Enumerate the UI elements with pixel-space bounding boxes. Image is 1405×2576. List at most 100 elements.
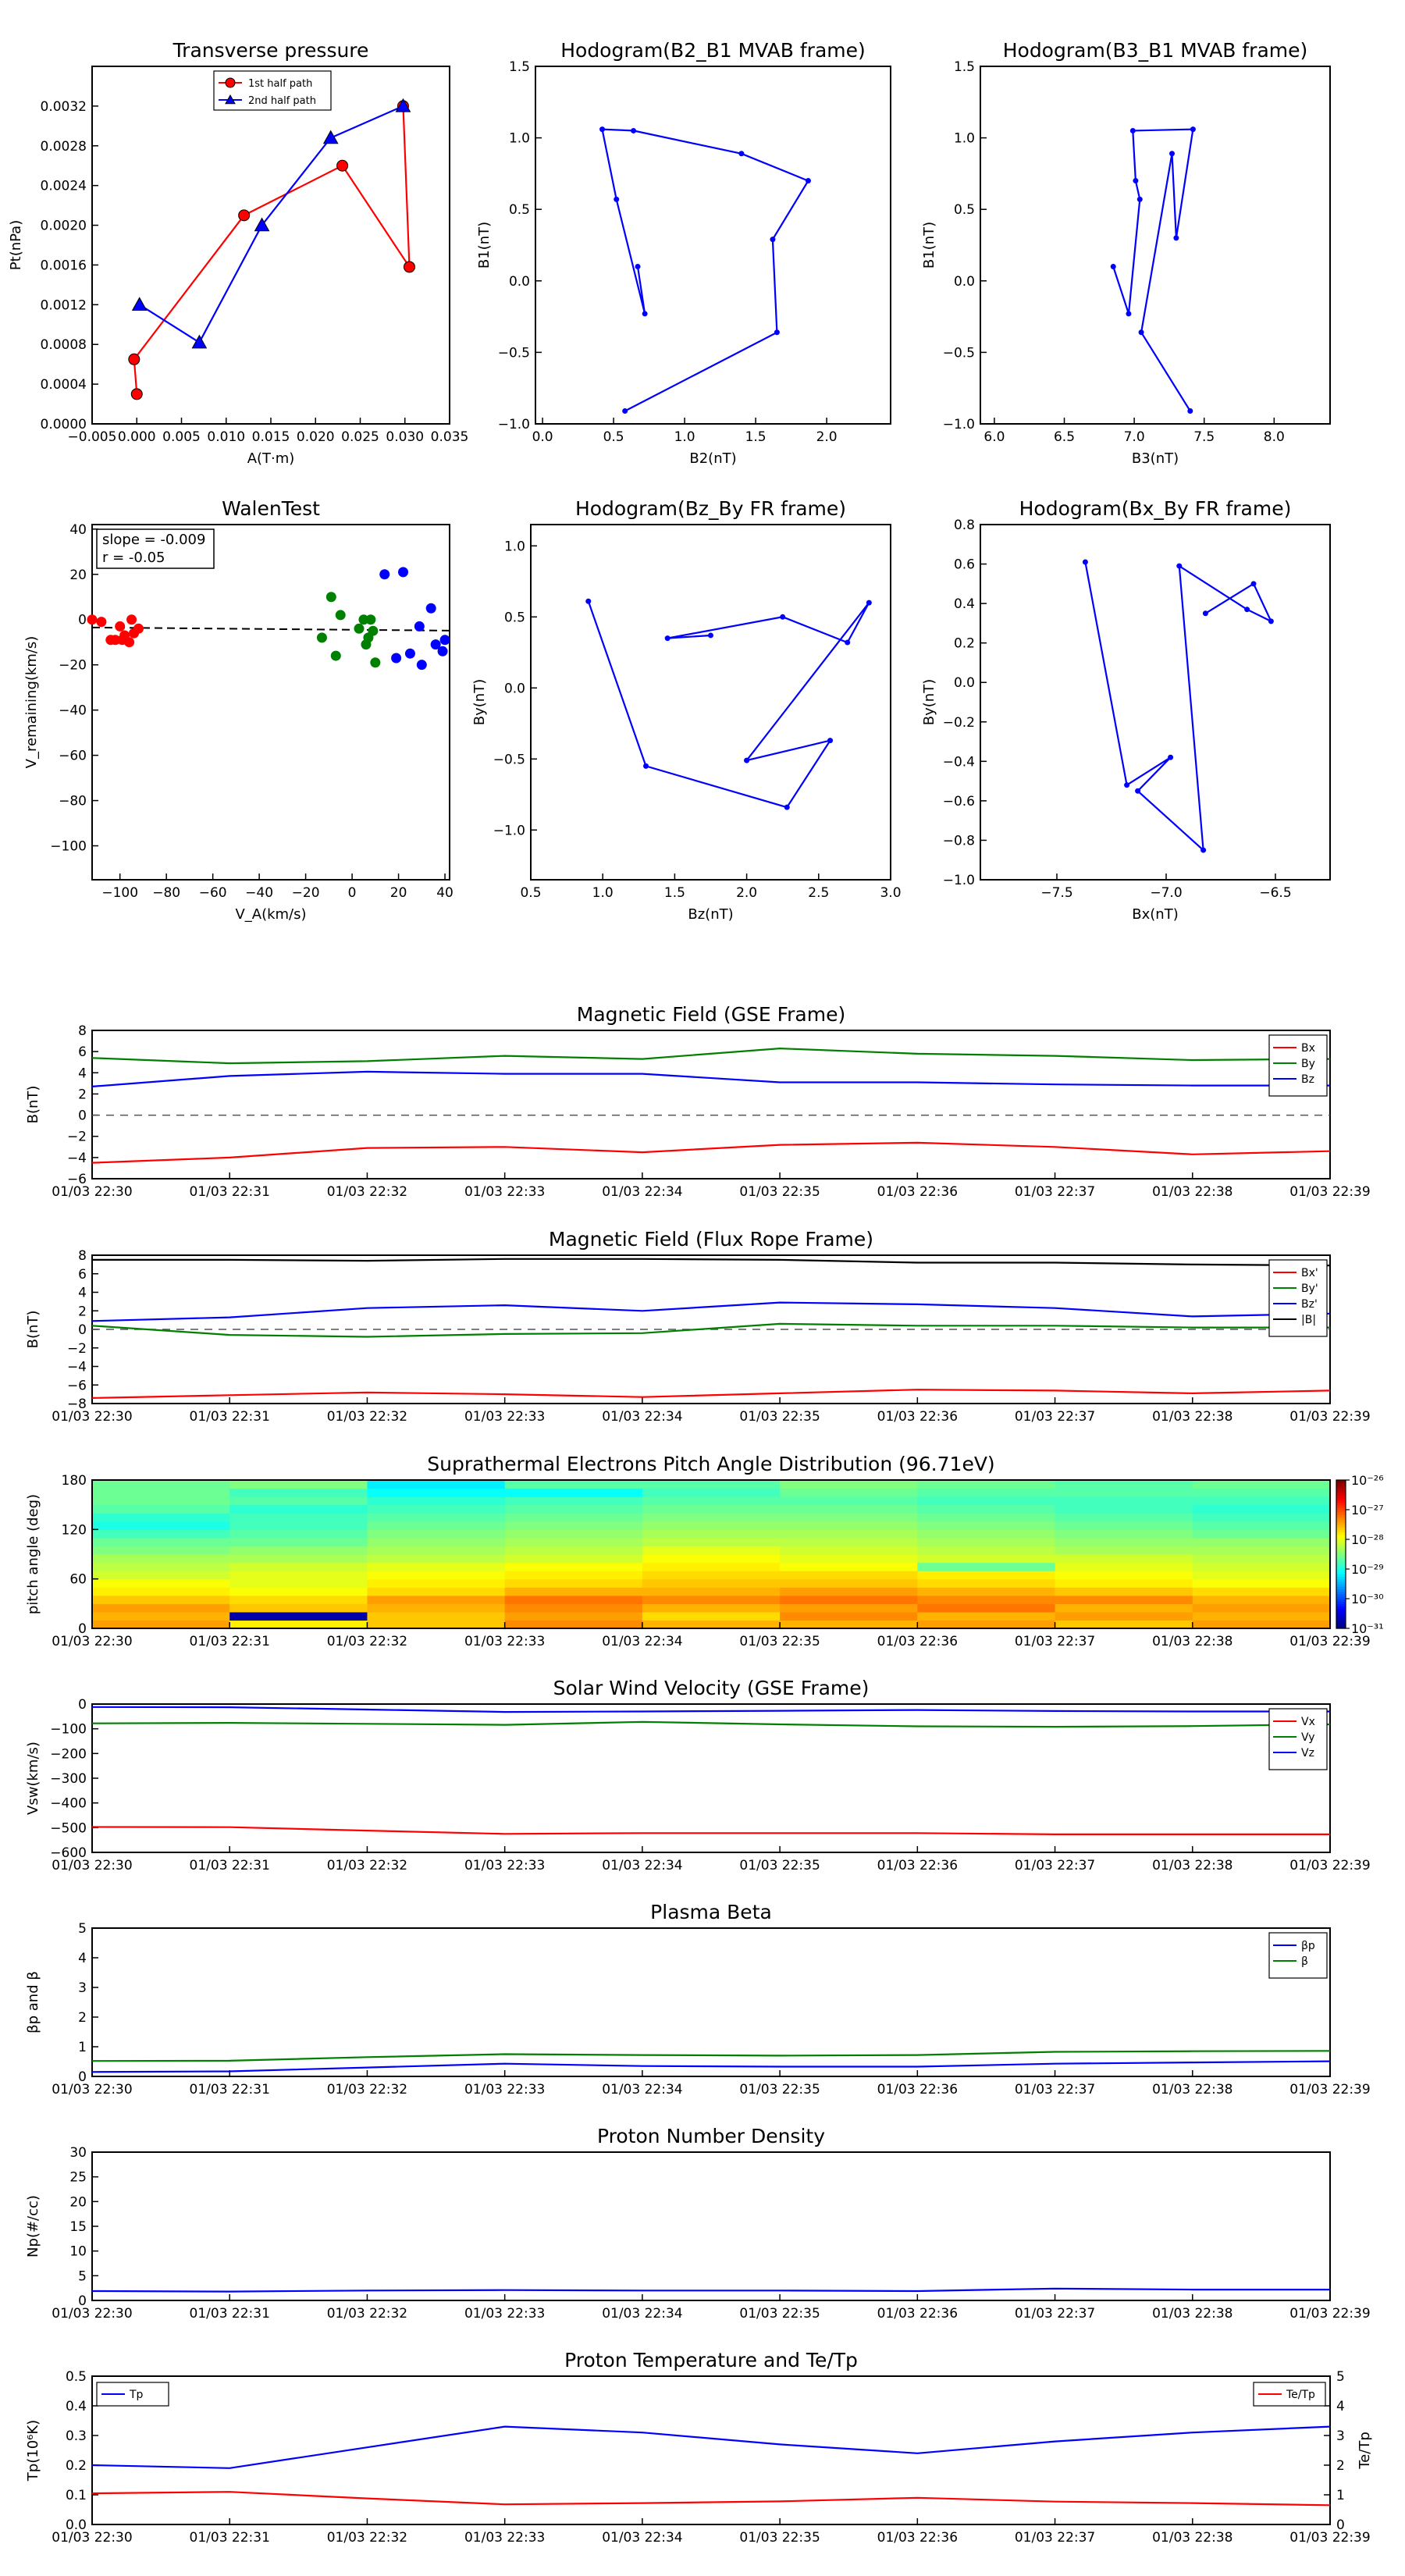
y-axis-label: By(nT): [921, 679, 937, 725]
chart-title: Transverse pressure: [173, 39, 369, 62]
series-line: [91, 1141, 1331, 1164]
x-tick-label: 01/03 22:38: [1152, 2082, 1232, 2097]
x-tick-label: −6.5: [1259, 885, 1291, 901]
data-point: [225, 77, 236, 88]
x-tick-label: 01/03 22:31: [190, 2082, 270, 2097]
x-tick-label: 01/03 22:31: [190, 1634, 270, 1649]
heatmap-cell: [780, 1562, 918, 1571]
heatmap-cell: [1055, 1554, 1193, 1564]
y-tick-label: 6: [78, 1044, 87, 1060]
series-line: [91, 1301, 1331, 1322]
heatmap-cell: [92, 1513, 230, 1522]
y-tick-label: 20: [69, 568, 87, 583]
heatmap-cell: [1055, 1537, 1193, 1547]
series-line: [91, 1826, 1330, 1835]
heatmap-cell: [780, 1529, 918, 1539]
y-tick-label: −600: [50, 1845, 87, 1861]
colorbar-step: [1336, 1610, 1346, 1614]
data-point: [325, 592, 336, 603]
colorbar-step: [1336, 1566, 1346, 1570]
data-point: [430, 639, 441, 650]
chart-title: Hodogram(Bz_By FR frame): [575, 497, 846, 520]
heatmap-cell: [504, 1504, 643, 1514]
data-point: [330, 650, 341, 661]
colorbar-step: [1336, 1504, 1346, 1508]
legend-label: |B|: [1301, 1314, 1316, 1326]
heatmap-cell: [917, 1587, 1056, 1596]
heatmap-cell: [1192, 1554, 1331, 1564]
data-point: [622, 408, 628, 415]
x-tick-label: 01/03 22:31: [190, 2530, 270, 2546]
panel-tp: Proton Temperature and Te/Tp 0.0 0.1 0.2 0.3…: [25, 2349, 1373, 2546]
x-tick-label: 01/03 22:38: [1152, 2530, 1232, 2546]
series-line: [91, 1322, 1330, 1338]
data-point: [336, 159, 349, 172]
data-point: [1126, 311, 1132, 317]
data-point: [128, 353, 140, 365]
heatmap-cell: [917, 1571, 1056, 1580]
legend-label: 1st half path: [248, 78, 312, 90]
x-tick-label: 01/03 22:37: [1015, 2082, 1095, 2097]
y-tick-label: 2: [1336, 2458, 1345, 2474]
x-tick-label: 01/03 22:32: [327, 1634, 407, 1649]
x-tick-label: 01/03 22:33: [464, 1634, 545, 1649]
heatmap-cell: [642, 1504, 781, 1514]
heatmap-cell: [642, 1595, 781, 1604]
y-tick-label: −1.0: [498, 417, 530, 432]
y-tick-label: 10: [69, 2244, 87, 2260]
colorbar-frame: [1336, 1479, 1346, 1629]
heatmap-cell: [1055, 1496, 1193, 1506]
x-tick-label: 01/03 22:32: [327, 2306, 407, 2322]
y-tick-label: −20: [59, 658, 87, 674]
heatmap-cell: [229, 1537, 368, 1547]
heatmap-cell: [504, 1546, 643, 1555]
y-axis-label: pitch angle (deg): [25, 1494, 41, 1614]
y-tick-label: 0.4: [66, 2399, 87, 2414]
x-tick-label: 01/03 22:32: [327, 2530, 407, 2546]
heatmap-cell: [1055, 1562, 1193, 1571]
x-tick-label: 01/03 22:34: [602, 2082, 682, 2097]
colorbar-step: [1336, 1625, 1346, 1629]
x-tick-label: 01/03 22:35: [739, 2530, 820, 2546]
x-tick-label: 01/03 22:33: [464, 1409, 545, 1425]
data-point: [335, 610, 346, 621]
x-tick-label: −0.005: [68, 429, 117, 445]
heatmap-cell: [367, 1554, 506, 1564]
y-tick-label: 0.0004: [41, 377, 87, 393]
x-tick-label: 01/03 22:30: [52, 1409, 132, 1425]
x-tick-label: 01/03 22:35: [739, 2082, 820, 2097]
heatmap-cell: [229, 1513, 368, 1522]
colorbar-step: [1336, 1489, 1346, 1493]
heatmap-cell: [642, 1571, 781, 1580]
y-tick-label: −0.5: [493, 752, 525, 767]
y-tick-label: 4: [1336, 2399, 1345, 2414]
heatmap-cell: [92, 1554, 230, 1564]
colorbar-step: [1336, 1616, 1346, 1619]
y-axis-label: Np(#/cc): [25, 2195, 41, 2258]
heatmap-cell: [780, 1571, 918, 1580]
heatmap-cell: [92, 1480, 230, 1489]
heatmap-cell: [1055, 1587, 1193, 1596]
chart-title: WalenTest: [222, 497, 320, 520]
data-point: [1168, 754, 1174, 760]
heatmap-cell: [504, 1587, 643, 1596]
x-tick-label: 01/03 22:30: [52, 2082, 132, 2097]
x-tick-label: 01/03 22:33: [464, 2082, 545, 2097]
x-tick-label: −7.5: [1040, 885, 1072, 901]
data-point: [395, 98, 411, 112]
heatmap-cell: [504, 1595, 643, 1604]
plot-frame: [980, 66, 1331, 425]
panel-hodo_b3b1: Hodogram(B3_B1 MVAB frame) −1.0 −0.5 0.0 0.5…: [921, 39, 1331, 467]
data-point: [96, 617, 107, 628]
heatmap-cell: [229, 1603, 368, 1613]
y-tick-label: 1.0: [504, 539, 525, 554]
y-tick-label: −400: [50, 1796, 87, 1812]
data-point: [437, 646, 448, 656]
x-tick-label: 01/03 22:38: [1152, 1409, 1232, 1425]
data-point: [1136, 196, 1143, 202]
y-tick-label: −0.2: [943, 715, 975, 731]
fit-line: [91, 626, 450, 632]
panel-mag_gse: Magnetic Field (GSE Frame) −6 −4 −2 0 2 4 6 8 01/…: [25, 1003, 1371, 1200]
colorbar-step: [1336, 1546, 1346, 1550]
heatmap-cell: [92, 1546, 230, 1555]
